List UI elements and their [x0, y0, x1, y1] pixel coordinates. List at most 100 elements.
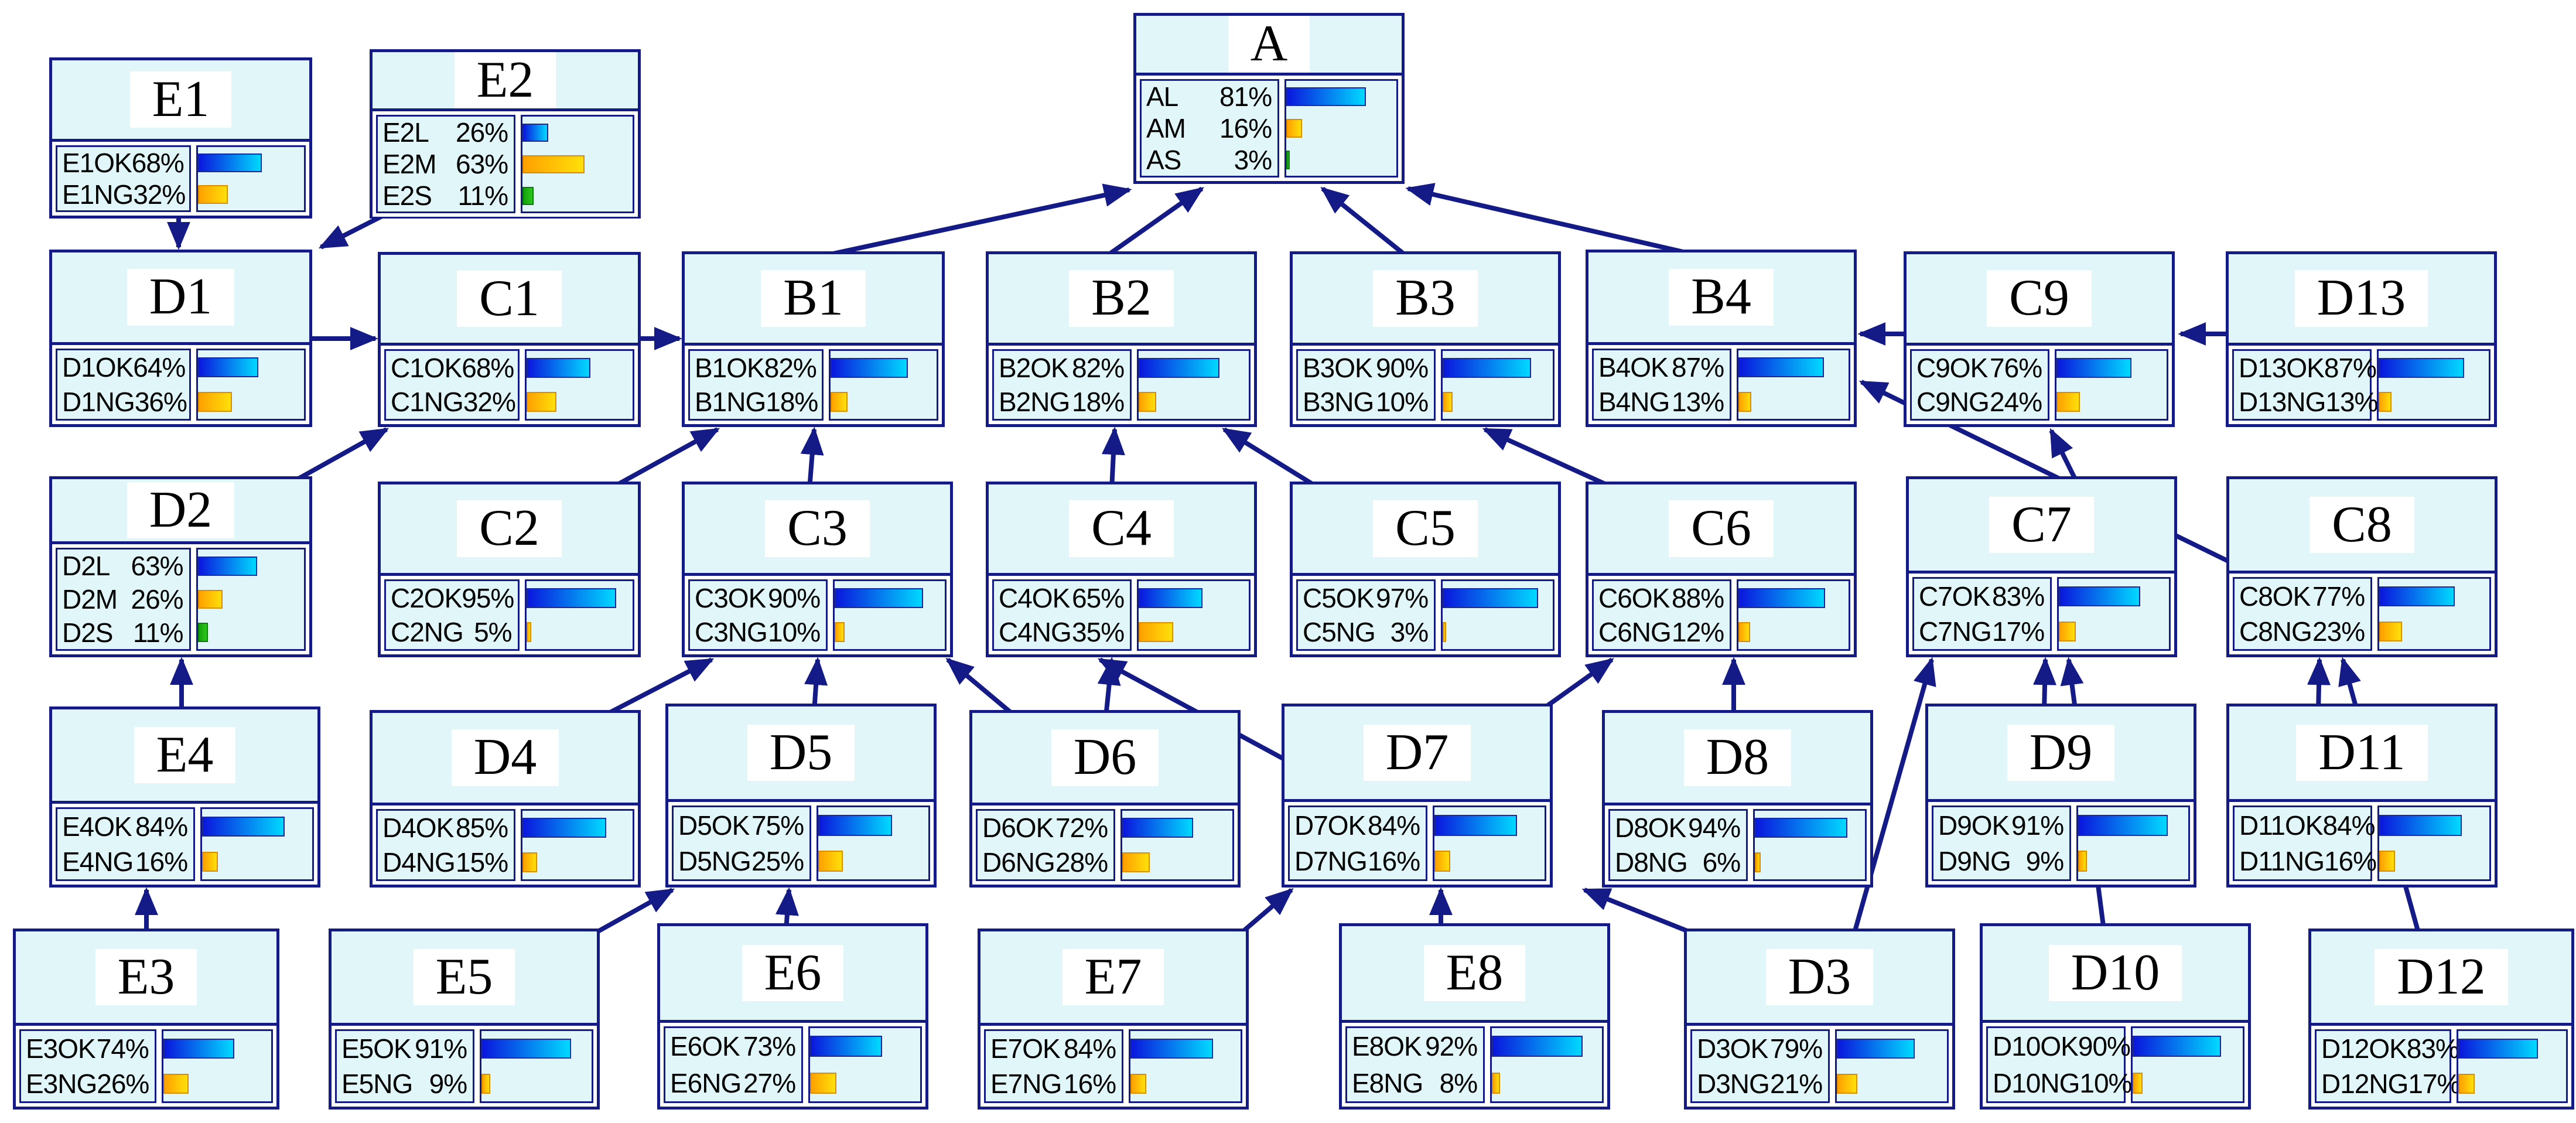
- edge-D6-C4[interactable]: [1097, 657, 1121, 718]
- node-C9[interactable]: C9 C9OK 76% C9NG 24%: [1904, 251, 2175, 427]
- bars-column: [2457, 1029, 2568, 1103]
- node-C6[interactable]: C6 C6OK 88% C6NG 12%: [1586, 482, 1857, 657]
- node-E3[interactable]: E3 E3OK 74% E3NG 26%: [13, 929, 279, 1110]
- edge-C3-B1[interactable]: [800, 426, 824, 490]
- labels-column: D7OK 84% D7NG 16%: [1288, 805, 1428, 881]
- edge-C5-B2[interactable]: [1221, 427, 1323, 491]
- node-title: C7: [1989, 496, 2094, 554]
- node-D3[interactable]: D3 D3OK 79% D3NG 21%: [1684, 929, 1955, 1110]
- node-E1[interactable]: E1 E1OK 68% E1NG 32%: [49, 57, 312, 219]
- probability-bar-row: [197, 147, 292, 179]
- node-title: C4: [1069, 500, 1174, 557]
- state-name: E3OK: [26, 1033, 96, 1064]
- node-D13[interactable]: D13 D13OK 87% D13NG 13%: [2226, 251, 2497, 427]
- state-label-row: D5OK 75%: [674, 807, 809, 844]
- probability-bar-orange: [526, 622, 531, 642]
- node-C2[interactable]: C2 C2OK 95% C2NG 5%: [378, 482, 641, 657]
- node-D5[interactable]: D5 D5OK 75% D5NG 25%: [665, 704, 937, 888]
- node-E2[interactable]: E2 E2L 26% E2M 63% E2S 11%: [370, 49, 641, 219]
- bars-column: [521, 809, 634, 881]
- node-A[interactable]: A AL 81% AM 16% AS 3%: [1133, 13, 1405, 184]
- state-label-row: E8NG 8%: [1347, 1065, 1483, 1102]
- node-C7[interactable]: C7 C7OK 83% C7NG 17%: [1906, 476, 2177, 657]
- edge-D7-C6[interactable]: [1539, 657, 1614, 713]
- probability-bar-orange: [2379, 851, 2395, 872]
- state-name: D13NG: [2239, 387, 2326, 417]
- probability-bar-blue: [1286, 87, 1366, 106]
- edge-D11-C8[interactable]: [2307, 657, 2331, 712]
- probability-bar-blue: [2379, 586, 2455, 607]
- edge-B4-A[interactable]: [1405, 183, 1699, 258]
- edge-E5-D5[interactable]: [590, 888, 675, 937]
- probability-bar-orange: [2078, 851, 2088, 872]
- node-D10[interactable]: D10 D10OK 90% D10NG 10%: [1980, 923, 2251, 1110]
- probability-bar-row: [2059, 614, 2157, 649]
- edge-D6-C3[interactable]: [945, 657, 1018, 719]
- state-label-row: C7OK 83%: [1914, 579, 2050, 614]
- node-D6[interactable]: D6 D6OK 72% D6NG 28%: [969, 710, 1241, 888]
- node-D9[interactable]: D9 D9OK 91% D9NG 9%: [1925, 704, 2196, 888]
- node-E4[interactable]: E4 E4OK 84% E4NG 16%: [49, 706, 320, 888]
- probability-bar-row: [810, 1065, 908, 1102]
- state-probability: 11%: [457, 180, 508, 211]
- node-E6[interactable]: E6 E6OK 73% E6NG 27%: [657, 923, 928, 1110]
- node-B4[interactable]: B4 B4OK 87% B4NG 13%: [1586, 250, 1857, 427]
- edge-E7-D7[interactable]: [1237, 888, 1294, 937]
- probability-bar-row: [810, 1028, 908, 1065]
- node-C5[interactable]: C5 C5OK 97% C5NG 3%: [1290, 482, 1561, 657]
- node-E5[interactable]: E5 E5OK 91% E5NG 9%: [329, 929, 600, 1110]
- state-probability: 63%: [456, 149, 508, 180]
- labels-column: C7OK 83% C7NG 17%: [1912, 577, 2052, 651]
- node-B2[interactable]: B2 B2OK 82% B2NG 18%: [986, 251, 1257, 427]
- edge-D4-C3[interactable]: [602, 657, 715, 718]
- edge-D3-C7[interactable]: [1851, 657, 1936, 936]
- probability-bar-orange: [1130, 1073, 1146, 1094]
- node-C3[interactable]: C3 C3OK 90% C3NG 10%: [682, 482, 953, 657]
- edge-B2-A[interactable]: [1102, 186, 1204, 260]
- node-body: C8OK 77% C8NG 23%: [2229, 574, 2495, 654]
- probability-bar-row: [197, 583, 292, 616]
- node-body: E5OK 91% E5NG 9%: [332, 1026, 597, 1107]
- node-title-band: E8: [1342, 926, 1607, 1023]
- bars-column: [1120, 809, 1234, 881]
- state-name: D1NG: [62, 386, 135, 417]
- state-name: B3OK: [1303, 353, 1373, 383]
- node-B3[interactable]: B3 B3OK 90% B3NG 10%: [1290, 251, 1561, 427]
- state-label-row: D2S 11%: [57, 616, 189, 649]
- node-title-band: E6: [660, 926, 925, 1023]
- edge-B1-A[interactable]: [814, 183, 1132, 260]
- state-probability: 64%: [133, 352, 186, 383]
- node-D4[interactable]: D4 D4OK 85% D4NG 15%: [370, 710, 641, 888]
- node-D7[interactable]: D7 D7OK 84% D7NG 16%: [1282, 704, 1553, 888]
- node-body: C1OK 68% C1NG 32%: [381, 346, 638, 424]
- edge-B3-A[interactable]: [1320, 186, 1410, 260]
- node-C4[interactable]: C4 C4OK 65% C4NG 35%: [986, 482, 1257, 657]
- node-C1[interactable]: C1 C1OK 68% C1NG 32%: [378, 252, 641, 427]
- node-D11[interactable]: D11 D11OK 84% D11NG 16%: [2226, 704, 2498, 888]
- edge-D9-C7[interactable]: [2033, 657, 2057, 712]
- edge-C6-B3[interactable]: [1482, 427, 1618, 491]
- node-D12[interactable]: D12 D12OK 83% D12NG 17%: [2308, 929, 2574, 1110]
- node-D1[interactable]: D1 D1OK 64% D1NG 36%: [49, 250, 312, 427]
- edge-D5-C3[interactable]: [804, 657, 828, 712]
- edge-C4-B2[interactable]: [1101, 426, 1125, 490]
- state-label-row: C7NG 17%: [1914, 614, 2050, 649]
- state-label-row: D7OK 84%: [1290, 807, 1426, 844]
- node-E7[interactable]: E7 E7OK 84% E7NG 16%: [978, 929, 1249, 1110]
- state-label-row: D6NG 28%: [978, 845, 1113, 880]
- probability-bar-row: [197, 179, 292, 210]
- edge-D2-C1[interactable]: [286, 427, 390, 487]
- node-D8[interactable]: D8 D8OK 94% D8NG 6%: [1602, 710, 1873, 888]
- node-C8[interactable]: C8 C8OK 77% C8NG 23%: [2226, 476, 2498, 657]
- node-title-band: C4: [989, 484, 1254, 576]
- state-label-row: AM 16%: [1142, 112, 1277, 144]
- node-E8[interactable]: E8 E8OK 92% E8NG 8%: [1339, 923, 1610, 1110]
- node-B1[interactable]: B1 B1OK 82% B1NG 18%: [682, 251, 945, 427]
- node-body: D11OK 84% D11NG 16%: [2229, 802, 2495, 885]
- edge-C7-C9[interactable]: [2049, 428, 2080, 486]
- edge-C2-B1[interactable]: [608, 427, 720, 491]
- probability-bar-blue: [1837, 1038, 1915, 1059]
- edge-D3-D7[interactable]: [1581, 888, 1699, 937]
- node-D2[interactable]: D2 D2L 63% D2M 26% D2S 11%: [49, 476, 312, 657]
- state-probability: 9%: [2025, 846, 2064, 877]
